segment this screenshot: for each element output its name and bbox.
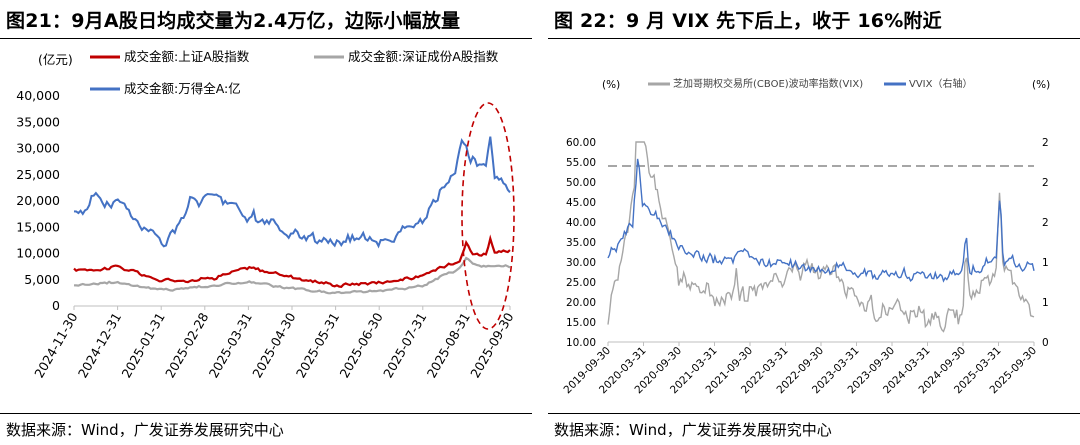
left-ytick-label: 0 bbox=[52, 298, 60, 313]
right-source: 数据来源：Wind，广发证券发展研究中心 bbox=[554, 421, 832, 439]
right-ytick-right-label: 2 bbox=[1042, 217, 1049, 229]
right-ytick-left-label: 25.00 bbox=[566, 277, 596, 289]
left-chart: (亿元) 0 5,000 10,000 15,000 20,000 25,000 30,000… bbox=[16, 49, 516, 380]
left-source: 数据来源：Wind，广发证券发展研究中心 bbox=[6, 421, 284, 439]
right-top-rule bbox=[548, 38, 1080, 39]
left-figure: 图21：9月A股日均成交量为2.4万亿，边际小幅放量 (亿元) 0 5,000 10,… bbox=[0, 0, 532, 445]
right-ytick-left-label: 35.00 bbox=[566, 237, 596, 249]
right-ytick-left-label: 60.00 bbox=[566, 137, 596, 149]
right-ytick-left-label: 40.00 bbox=[566, 217, 596, 229]
right-ytick-right-label: 0 bbox=[1042, 337, 1049, 349]
right-series-line-vvix bbox=[607, 158, 1035, 283]
left-xtick-label: 2024-12-31 bbox=[75, 310, 124, 380]
left-ytick-label: 20,000 bbox=[16, 193, 60, 208]
left-xtick-label: 2025-06-30 bbox=[336, 310, 385, 380]
left-series-line-0 bbox=[73, 234, 511, 288]
left-ytick-label: 30,000 bbox=[16, 141, 60, 156]
right-ytick-left-label: 55.00 bbox=[566, 157, 596, 169]
left-xtick-label: 2025-08-31 bbox=[424, 310, 473, 380]
left-xtick-label: 2025-05-31 bbox=[293, 310, 342, 380]
left-top-rule bbox=[0, 38, 532, 39]
left-xtick-label: 2025-02-28 bbox=[162, 310, 211, 380]
left-figure-title: 图21：9月A股日均成交量为2.4万亿，边际小幅放量 bbox=[6, 10, 461, 32]
left-ytick-label: 10,000 bbox=[16, 246, 60, 261]
left-legend-label-2: 成交金额:万得全A:亿 bbox=[124, 81, 241, 96]
left-bottom-rule bbox=[0, 413, 532, 414]
right-series-line-vix bbox=[607, 141, 1035, 333]
left-series-line-1 bbox=[73, 256, 511, 295]
right-legend-label-vvix: VVIX（右轴） bbox=[909, 77, 972, 90]
right-chart: (%) (%) 10.00 15.00 20.00 25.00 30.00 35.00 40.0… bbox=[561, 77, 1050, 396]
right-left-unit-label: (%) bbox=[602, 79, 620, 91]
right-bottom-rule bbox=[548, 413, 1080, 414]
left-xtick-label: 2025-04-30 bbox=[249, 310, 298, 380]
left-unit-label: (亿元) bbox=[38, 52, 73, 67]
right-ytick-left-label: 50.00 bbox=[566, 177, 596, 189]
left-ytick-label: 35,000 bbox=[16, 114, 60, 129]
right-ytick-right-label: 1 bbox=[1042, 297, 1049, 309]
left-legend-label-1: 成交金额:深证成份A股指数 bbox=[348, 49, 499, 64]
right-ytick-left-label: 20.00 bbox=[566, 297, 596, 309]
left-xtick-label: 2025-07-31 bbox=[380, 310, 429, 380]
right-ytick-right-label: 1 bbox=[1042, 257, 1049, 269]
right-ytick-right-label: 2 bbox=[1042, 177, 1049, 189]
left-ytick-label: 5,000 bbox=[24, 272, 60, 287]
right-figure-title: 图 22：9 月 VIX 先下后上，收于 16%附近 bbox=[554, 10, 942, 32]
left-ytick-label: 15,000 bbox=[16, 219, 60, 234]
left-xtick-label: 2025-03-31 bbox=[206, 310, 255, 380]
right-ytick-left-label: 30.00 bbox=[566, 257, 596, 269]
right-ytick-left-label: 10.00 bbox=[566, 337, 596, 349]
left-highlight-ellipse bbox=[461, 102, 515, 330]
left-ytick-label: 25,000 bbox=[16, 167, 60, 182]
right-figure: 图 22：9 月 VIX 先下后上，收于 16%附近 (%) (%) 10.00 15… bbox=[548, 0, 1080, 445]
right-ytick-right-label: 2 bbox=[1042, 137, 1049, 149]
left-ytick-label: 40,000 bbox=[16, 88, 60, 103]
right-ytick-left-label: 15.00 bbox=[566, 317, 596, 329]
left-xtick-label: 2025-01-31 bbox=[118, 310, 167, 380]
left-legend-label-0: 成交金额:上证A股指数 bbox=[124, 49, 250, 64]
left-xtick-label: 2025-09-30 bbox=[467, 310, 516, 380]
right-legend-label-vix: 芝加哥期权交易所(CBOE)波动率指数(VIX) bbox=[673, 77, 863, 90]
left-series-line-2 bbox=[73, 136, 511, 249]
left-xtick-label: 2024-11-30 bbox=[31, 310, 80, 380]
right-ytick-left-label: 45.00 bbox=[566, 197, 596, 209]
right-right-unit-label: (%) bbox=[1032, 79, 1050, 91]
